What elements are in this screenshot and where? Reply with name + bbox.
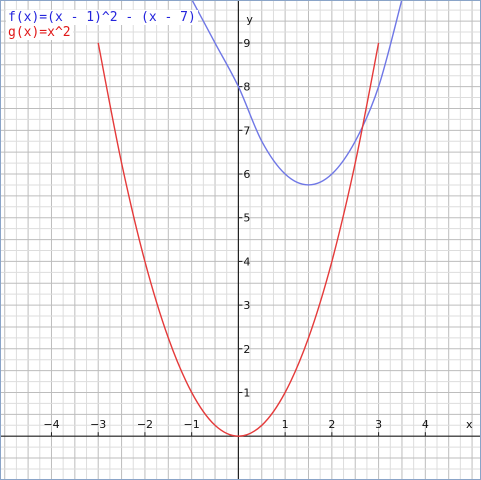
tick-labels: −4 −3 −2 −1 1 2 3 4 1 2 3 4 5 6 7 8 9 — [43, 37, 429, 437]
x-tick-label: −1 — [184, 418, 200, 431]
x-tick-label: 2 — [328, 418, 335, 431]
x-tick-label: 3 — [375, 418, 382, 431]
series-g-line — [97, 42, 380, 437]
legend-f: f(x)=(x - 1)^2 - (x - 7) — [6, 10, 198, 25]
y-tick-label: 4 — [243, 255, 250, 268]
x-tick-label: −4 — [43, 418, 59, 431]
x-tick-label: −3 — [90, 418, 106, 431]
x-tick-label: 4 — [422, 418, 429, 431]
y-axis-label: y — [246, 13, 253, 26]
y-tick-label: 3 — [243, 299, 250, 312]
y-tick-label: 8 — [243, 81, 250, 94]
y-tick-label: 2 — [243, 343, 250, 356]
curves — [97, 1, 403, 437]
y-tick-label: 5 — [243, 212, 250, 225]
series-f-line — [191, 1, 403, 186]
y-tick-label: 1 — [243, 386, 250, 399]
x-tick-label: −2 — [137, 418, 153, 431]
y-tick-label: 6 — [243, 168, 250, 181]
y-tick-label: 9 — [243, 37, 250, 50]
y-tick-label: 7 — [243, 124, 250, 137]
legend-g: g(x)=x^2 — [6, 25, 73, 40]
x-axis-label: x — [466, 418, 473, 431]
x-tick-label: 1 — [282, 418, 289, 431]
